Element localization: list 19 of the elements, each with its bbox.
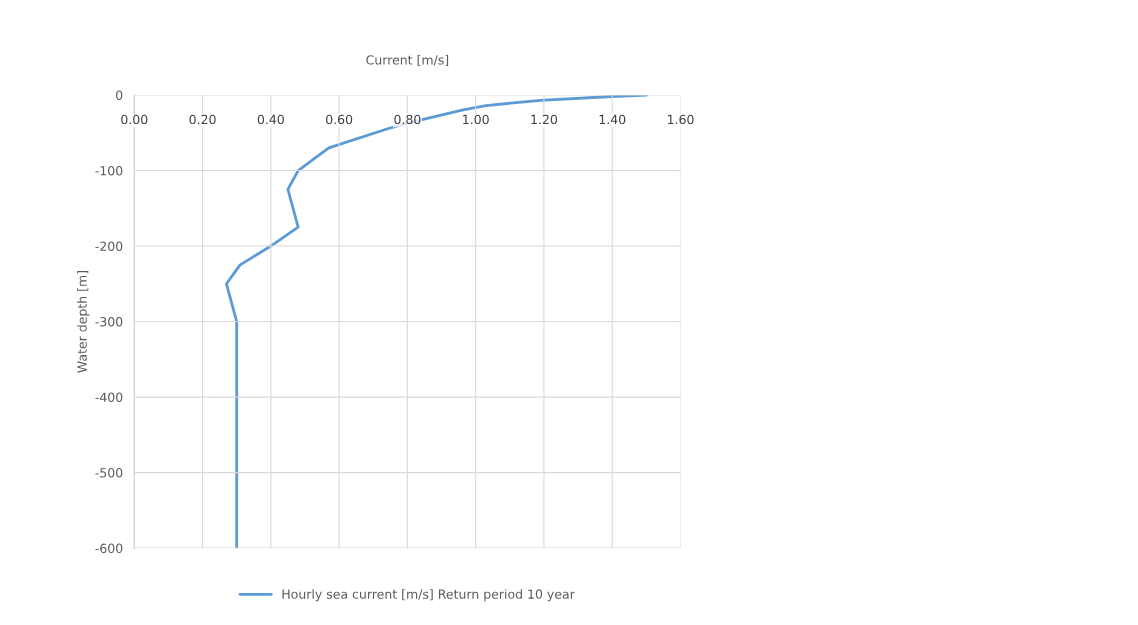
y-tick-label: -500	[95, 468, 123, 478]
x-tick-label: 1.60	[667, 114, 694, 125]
x-axis-title: Current [m/s]	[366, 54, 449, 67]
x-tick-label: 0.40	[257, 114, 284, 125]
x-tick-label: 0.00	[121, 114, 148, 125]
y-tick-label: 0	[116, 90, 123, 100]
y-tick-label: -300	[95, 317, 123, 327]
y-tick-label: -600	[95, 543, 123, 554]
x-tick-label: 0.60	[326, 114, 353, 125]
y-tick-label: -100	[95, 165, 123, 176]
x-tick-label: 1.00	[463, 114, 489, 125]
y-tick-label: -200	[95, 241, 123, 251]
x-tick-label: 1.40	[599, 114, 626, 125]
y-axis-title: Water depth [m]	[77, 271, 90, 373]
x-tick-label: 0.80	[394, 114, 421, 125]
legend-label: Hourly sea current [m/s] Return period 10 year	[282, 589, 575, 602]
x-tick-label: 0.20	[189, 114, 216, 125]
y-tick-label: -400	[95, 392, 123, 403]
x-tick-label: 1.20	[531, 114, 558, 125]
